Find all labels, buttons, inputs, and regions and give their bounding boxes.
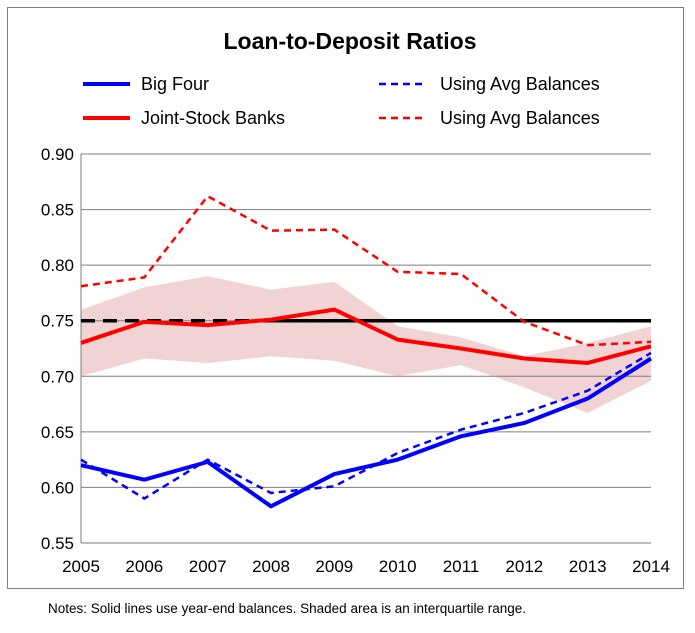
- series-big-four-line: [80, 356, 653, 509]
- y-tick-label: 0.55: [41, 534, 74, 553]
- chart-note: Notes: Solid lines use year-end balances…: [48, 601, 527, 616]
- legend-label-big-four-avg: Using Avg Balances: [440, 74, 600, 94]
- legend-label-joint-stock: Joint-Stock Banks: [141, 108, 285, 128]
- series-joint-stock-avg-line: [80, 194, 652, 347]
- line-chart: Loan-to-Deposit Ratios Big Four Using Av…: [41, 28, 670, 576]
- y-tick-label: 0.65: [41, 423, 74, 442]
- x-tick-label: 2013: [569, 557, 607, 576]
- legend: Big Four Using Avg Balances Joint-Stock …: [83, 74, 600, 128]
- series-joint-stock-line: [80, 307, 652, 365]
- x-tick-label: 2010: [379, 557, 417, 576]
- x-tick-label: 2012: [505, 557, 543, 576]
- legend-label-big-four: Big Four: [141, 74, 209, 94]
- y-tick-label: 0.75: [41, 312, 74, 331]
- y-tick-label: 0.85: [41, 201, 74, 220]
- x-tick-label: 2011: [443, 557, 480, 576]
- chart-frame: Loan-to-Deposit Ratios Big Four Using Av…: [7, 7, 684, 589]
- x-tick-label: 2009: [315, 557, 353, 576]
- x-tick-label: 2014: [632, 557, 670, 576]
- plot-area: 0.55 0.60 0.65 0.70 0.75 0.80 0.85 0.90 2005 2006…: [41, 145, 670, 576]
- x-tick-label: 2006: [125, 557, 163, 576]
- interquartile-band: [81, 276, 651, 413]
- x-tick-label: 2005: [62, 557, 100, 576]
- series-big-four-avg-line: [80, 351, 652, 500]
- y-tick-label: 0.90: [41, 145, 74, 164]
- y-tick-label: 0.60: [41, 478, 74, 497]
- legend-label-joint-stock-avg: Using Avg Balances: [440, 108, 600, 128]
- x-tick-label: 2008: [252, 557, 290, 576]
- y-tick-label: 0.70: [41, 367, 74, 386]
- chart-title: Loan-to-Deposit Ratios: [224, 28, 477, 54]
- x-tick-label: 2007: [189, 557, 227, 576]
- y-tick-label: 0.80: [41, 256, 74, 275]
